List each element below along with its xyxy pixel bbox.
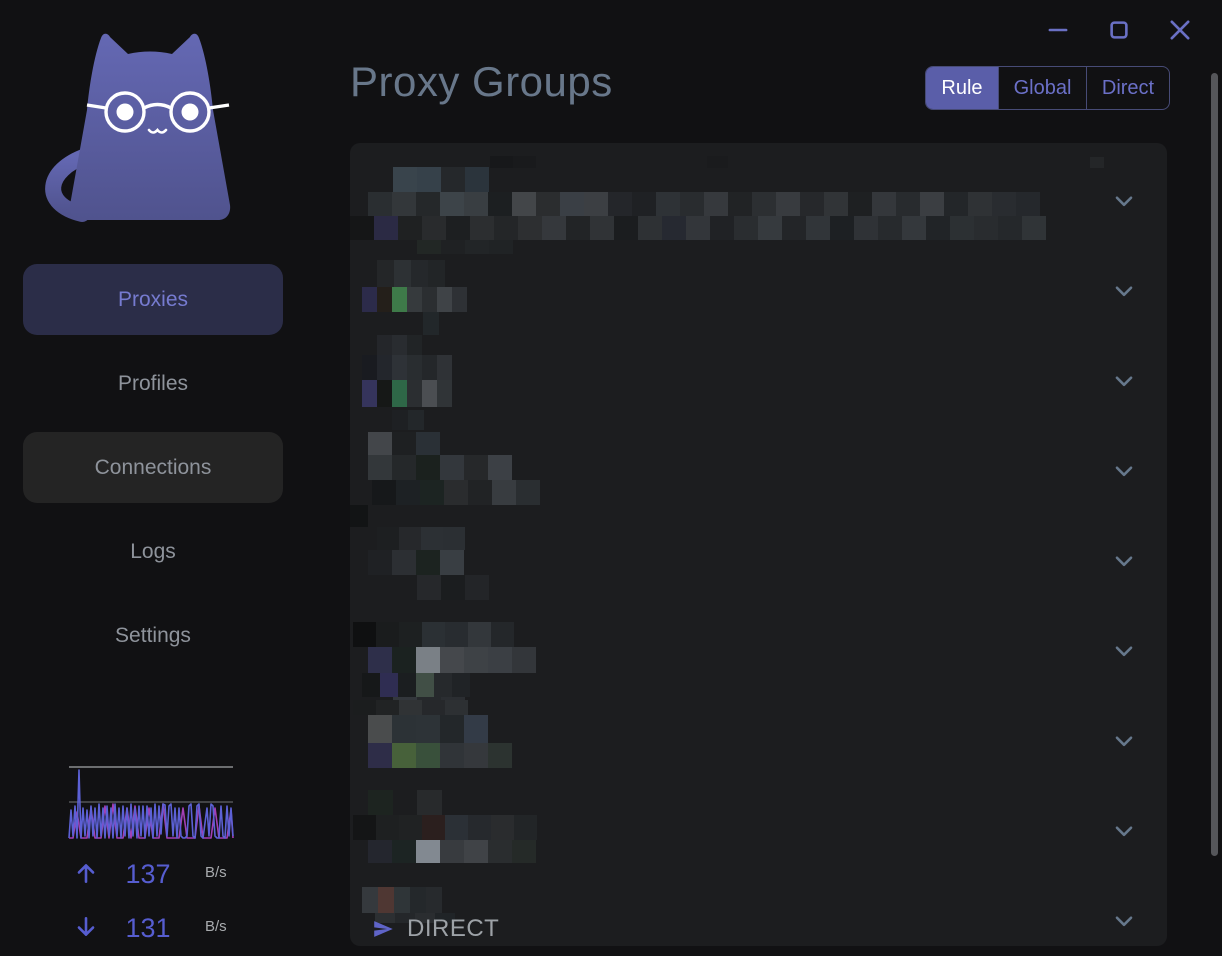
chevron-down-icon[interactable] <box>1111 728 1137 754</box>
window-controls <box>1040 12 1198 48</box>
chevron-down-icon[interactable] <box>1111 818 1137 844</box>
chevron-down-icon[interactable] <box>1111 548 1137 574</box>
redacted-mosaic <box>377 260 445 287</box>
chevron-down-icon[interactable] <box>1111 368 1137 394</box>
redacted-mosaic <box>368 192 1040 216</box>
redacted-mosaic <box>372 480 540 505</box>
redacted-mosaic <box>368 715 488 743</box>
redacted-mosaic <box>707 156 728 168</box>
mode-rule-button[interactable]: Rule <box>926 67 998 109</box>
mode-label: Direct <box>1101 76 1155 99</box>
close-icon <box>1170 20 1190 40</box>
sidebar: Proxies Profiles Connections Logs Settings 1… <box>0 0 305 956</box>
mode-direct-button[interactable]: Direct <box>1086 67 1169 109</box>
sidebar-item-label: Proxies <box>117 287 189 311</box>
maximize-button[interactable] <box>1101 12 1137 48</box>
redacted-mosaic <box>393 167 489 192</box>
maximize-icon <box>1110 21 1128 39</box>
redacted-mosaic <box>423 312 439 335</box>
upload-arrow-icon <box>77 864 95 883</box>
redacted-mosaic <box>362 355 452 380</box>
redacted-mosaic <box>362 887 442 913</box>
direct-label: DIRECT <box>407 915 500 942</box>
sidebar-item-label: Connections <box>94 455 212 479</box>
sidebar-item-label: Logs <box>130 539 176 563</box>
sidebar-item-logs[interactable]: Logs <box>23 516 283 587</box>
chevron-down-icon[interactable] <box>1111 908 1137 934</box>
chevron-down-icon[interactable] <box>1111 278 1137 304</box>
clash-cat-logo <box>40 28 235 224</box>
chevron-down-icon[interactable] <box>1111 638 1137 664</box>
redacted-mosaic <box>368 790 393 815</box>
mode-label: Global <box>1013 76 1072 99</box>
redacted-mosaic <box>417 575 489 600</box>
close-button[interactable] <box>1162 12 1198 48</box>
send-icon <box>374 921 393 937</box>
redacted-mosaic <box>368 840 536 863</box>
upload-speed-value: 137 <box>125 859 171 889</box>
sidebar-item-settings[interactable]: Settings <box>23 600 283 671</box>
page-title: Proxy Groups <box>350 58 613 105</box>
chevron-down-icon[interactable] <box>1111 458 1137 484</box>
redacted-mosaic <box>362 287 467 312</box>
sidebar-item-profiles[interactable]: Profiles <box>23 348 283 419</box>
sidebar-item-label: Settings <box>115 623 191 647</box>
redacted-mosaic <box>377 335 422 355</box>
redacted-mosaic <box>368 743 512 768</box>
redacted-mosaic <box>350 216 1046 240</box>
proxy-groups-panel: DIRECT <box>350 143 1167 946</box>
download-line <box>69 803 234 839</box>
scrollbar-thumb[interactable] <box>1211 73 1218 856</box>
proxy-item-direct[interactable]: DIRECT <box>372 915 499 943</box>
mode-switch: Rule Global Direct <box>925 66 1170 110</box>
upload-line <box>68 769 234 839</box>
download-speed-unit: B/s <box>205 918 227 935</box>
mode-global-button[interactable]: Global <box>998 67 1086 109</box>
chevron-down-icon[interactable] <box>1111 188 1137 214</box>
redacted-mosaic <box>377 527 465 550</box>
mode-label: Rule <box>941 76 983 99</box>
redacted-mosaic <box>392 410 424 430</box>
sidebar-item-proxies[interactable]: Proxies <box>23 264 283 335</box>
sidebar-item-connections[interactable]: Connections <box>23 432 283 503</box>
redacted-mosaic <box>362 380 452 407</box>
sidebar-item-label: Profiles <box>117 371 189 395</box>
redacted-mosaic <box>417 790 442 815</box>
redacted-mosaic <box>368 550 464 575</box>
redacted-mosaic <box>368 455 512 480</box>
upload-speed-unit: B/s <box>205 864 227 881</box>
redacted-mosaic <box>417 240 513 254</box>
minimize-button[interactable] <box>1040 12 1076 48</box>
download-arrow-icon <box>77 917 95 936</box>
redacted-mosaic <box>1090 157 1104 168</box>
redacted-mosaic <box>375 913 455 923</box>
redacted-mosaic <box>368 432 440 455</box>
redacted-mosaic <box>353 622 514 647</box>
redacted-mosaic <box>353 815 537 840</box>
redacted-mosaic <box>490 156 536 168</box>
traffic-graph <box>68 766 234 839</box>
redacted-mosaic <box>362 673 470 697</box>
minimize-icon <box>1048 28 1068 32</box>
redacted-mosaic <box>368 647 536 673</box>
redacted-mosaic <box>353 700 468 715</box>
download-speed-value: 131 <box>125 913 171 943</box>
redacted-mosaic <box>350 505 368 527</box>
